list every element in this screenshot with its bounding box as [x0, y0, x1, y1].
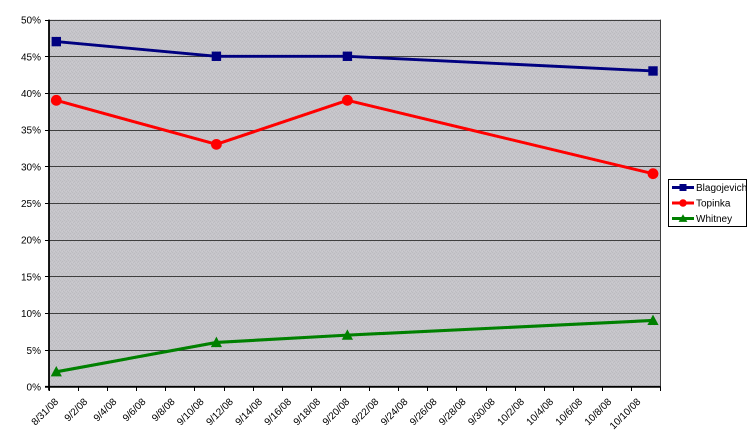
svg-text:20%: 20% — [21, 236, 41, 247]
svg-text:10%: 10% — [21, 309, 41, 320]
svg-text:35%: 35% — [21, 126, 41, 137]
svg-text:30%: 30% — [21, 162, 41, 173]
svg-text:Blagojevich: Blagojevich — [696, 183, 747, 194]
svg-text:45%: 45% — [21, 52, 41, 63]
svg-text:0%: 0% — [27, 383, 42, 394]
svg-text:40%: 40% — [21, 89, 41, 100]
svg-text:15%: 15% — [21, 272, 41, 283]
svg-text:5%: 5% — [27, 346, 42, 357]
svg-text:Topinka: Topinka — [696, 199, 731, 210]
svg-text:Whitney: Whitney — [696, 214, 732, 225]
svg-text:50%: 50% — [21, 16, 41, 27]
svg-text:25%: 25% — [21, 199, 41, 210]
